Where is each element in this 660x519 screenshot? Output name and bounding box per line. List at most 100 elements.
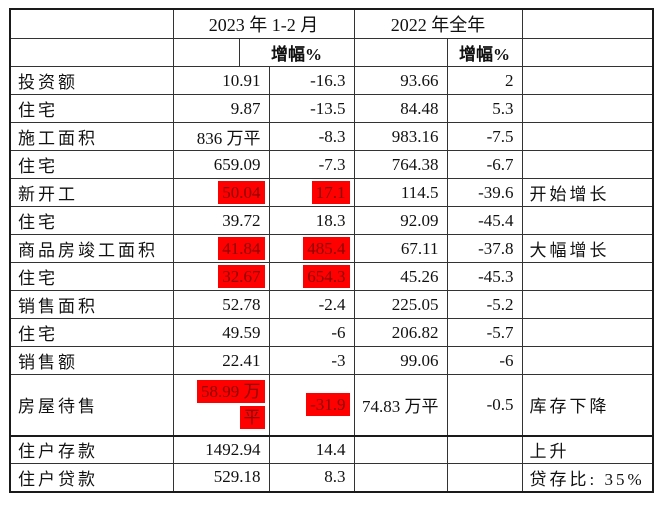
value-2022-cell: 93.66	[353, 66, 448, 95]
growth-2022-cell: -5.2	[446, 290, 523, 319]
growth-2022-cell: -6.7	[446, 150, 523, 179]
table-row-residential: 住宅 39.72 18.3 92.09 -45.4	[9, 206, 654, 235]
table-row-residential: 住宅 32.67 654.3 45.26 -45.3	[9, 262, 654, 291]
note-cell: 贷存比: 35%	[521, 463, 654, 492]
note-cell	[521, 206, 654, 235]
table-row-residential: 住宅 49.59 -6 206.82 -5.7	[9, 318, 654, 347]
value-2022-cell: 67.11	[353, 234, 448, 263]
note-cell: 库存下降	[521, 374, 654, 436]
row-label: 住户存款	[9, 434, 174, 464]
growth-2023-cell: -6	[268, 318, 355, 347]
value-2022-cell: 764.38	[353, 150, 448, 179]
value-2022-cell: 206.82	[353, 318, 448, 347]
note-cell	[521, 66, 654, 95]
value-2023-cell: 659.09	[172, 150, 270, 179]
note-cell	[521, 318, 654, 347]
value-2022-cell	[353, 463, 448, 492]
empty-cell	[521, 38, 654, 67]
table-row-residential: 住宅 9.87 -13.5 84.48 5.3	[9, 94, 654, 123]
row-label: 销售面积	[9, 290, 174, 319]
period-2023-header: 2023 年 1-2 月	[172, 8, 355, 39]
growth-2022-header: 增幅%	[446, 38, 523, 67]
row-label: 住宅	[9, 150, 174, 179]
growth-2022-cell	[446, 463, 523, 492]
growth-2022-cell: -45.4	[446, 206, 523, 235]
value-2023-cell: 50.04	[172, 178, 270, 207]
value-2022-cell: 99.06	[353, 346, 448, 375]
note-cell: 上升	[521, 434, 654, 464]
value-2022-cell: 114.5	[353, 178, 448, 207]
value-2023-cell: 22.41	[172, 346, 270, 375]
highlighted-value: -31.9	[306, 392, 350, 416]
table-row-household-deposits: 住户存款 1492.94 14.4 上升	[9, 434, 654, 464]
row-label: 商品房竣工面积	[9, 234, 174, 263]
value-2023-cell: 41.84	[172, 234, 270, 263]
highlighted-value: 17.1	[311, 180, 350, 204]
growth-2022-cell: -6	[446, 346, 523, 375]
highlighted-value: 32.67	[218, 264, 265, 288]
growth-2023-cell: 18.3	[268, 206, 355, 235]
row-label: 住户贷款	[9, 463, 174, 492]
empty-cell	[172, 38, 240, 67]
value-2022-cell: 983.16	[353, 122, 448, 151]
growth-2023-cell: 14.4	[268, 434, 355, 464]
value-2023-cell: 10.91	[172, 66, 270, 95]
growth-2023-cell: 8.3	[268, 463, 355, 492]
row-label: 住宅	[9, 206, 174, 235]
growth-2022-cell: 2	[446, 66, 523, 95]
header-row-periods: 2023 年 1-2 月 2022 年全年	[9, 8, 654, 39]
highlighted-value: 平	[239, 405, 265, 429]
value-2023-cell: 32.67	[172, 262, 270, 291]
note-cell	[521, 122, 654, 151]
row-label: 新开工	[9, 178, 174, 207]
highlighted-value: 654.3	[303, 264, 350, 288]
value-line-1: 58.99 万	[176, 379, 265, 405]
value-2022-cell	[353, 434, 448, 464]
empty-cell	[9, 38, 174, 67]
value-2023-cell: 49.59	[172, 318, 270, 347]
growth-2023-cell: -16.3	[268, 66, 355, 95]
note-cell	[521, 94, 654, 123]
table-row-household-loans: 住户贷款 529.18 8.3 贷存比: 35%	[9, 463, 654, 492]
note-cell	[521, 290, 654, 319]
value-2023-cell: 52.78	[172, 290, 270, 319]
value-2023-cell: 39.72	[172, 206, 270, 235]
note-cell: 大幅增长	[521, 234, 654, 263]
growth-2022-cell: -7.5	[446, 122, 523, 151]
period-2022-header: 2022 年全年	[353, 8, 523, 39]
growth-2022-cell: -39.6	[446, 178, 523, 207]
growth-2023-cell: 485.4	[268, 234, 355, 263]
value-2023-cell: 529.18	[172, 463, 270, 492]
value-2022-cell: 92.09	[353, 206, 448, 235]
growth-2022-cell: 5.3	[446, 94, 523, 123]
growth-2023-cell: -13.5	[268, 94, 355, 123]
value-2023-cell: 58.99 万 平	[172, 374, 270, 436]
row-label: 房屋待售	[9, 374, 174, 436]
empty-cell	[353, 38, 448, 67]
highlighted-value: 50.04	[218, 180, 265, 204]
growth-2022-cell: -45.3	[446, 262, 523, 291]
growth-2022-cell: -0.5	[446, 374, 523, 436]
note-header-empty-cell	[521, 8, 654, 39]
value-line-2: 平	[176, 405, 265, 431]
highlighted-value: 485.4	[303, 236, 350, 260]
growth-2023-cell: -7.3	[268, 150, 355, 179]
growth-2023-cell: 654.3	[268, 262, 355, 291]
row-label: 住宅	[9, 262, 174, 291]
corner-empty-cell	[9, 8, 174, 39]
value-2022-cell: 45.26	[353, 262, 448, 291]
value-2023-cell: 1492.94	[172, 434, 270, 464]
table-row-unsold-housing: 房屋待售 58.99 万 平 -31.9 74.83 万平 -0.5 库存下降	[9, 374, 654, 436]
row-label: 投资额	[9, 66, 174, 95]
growth-2023-cell: -8.3	[268, 122, 355, 151]
note-cell: 开始增长	[521, 178, 654, 207]
growth-2022-cell	[446, 434, 523, 464]
row-label: 施工面积	[9, 122, 174, 151]
highlighted-value: 58.99 万	[197, 379, 265, 403]
table-row-residential: 住宅 659.09 -7.3 764.38 -6.7	[9, 150, 654, 179]
value-2023-cell: 9.87	[172, 94, 270, 123]
table-row-new-starts: 新开工 50.04 17.1 114.5 -39.6 开始增长	[9, 178, 654, 207]
value-2022-cell: 74.83 万平	[353, 374, 448, 436]
header-row-growth: 增幅% 增幅%	[9, 38, 654, 67]
row-label: 销售额	[9, 346, 174, 375]
